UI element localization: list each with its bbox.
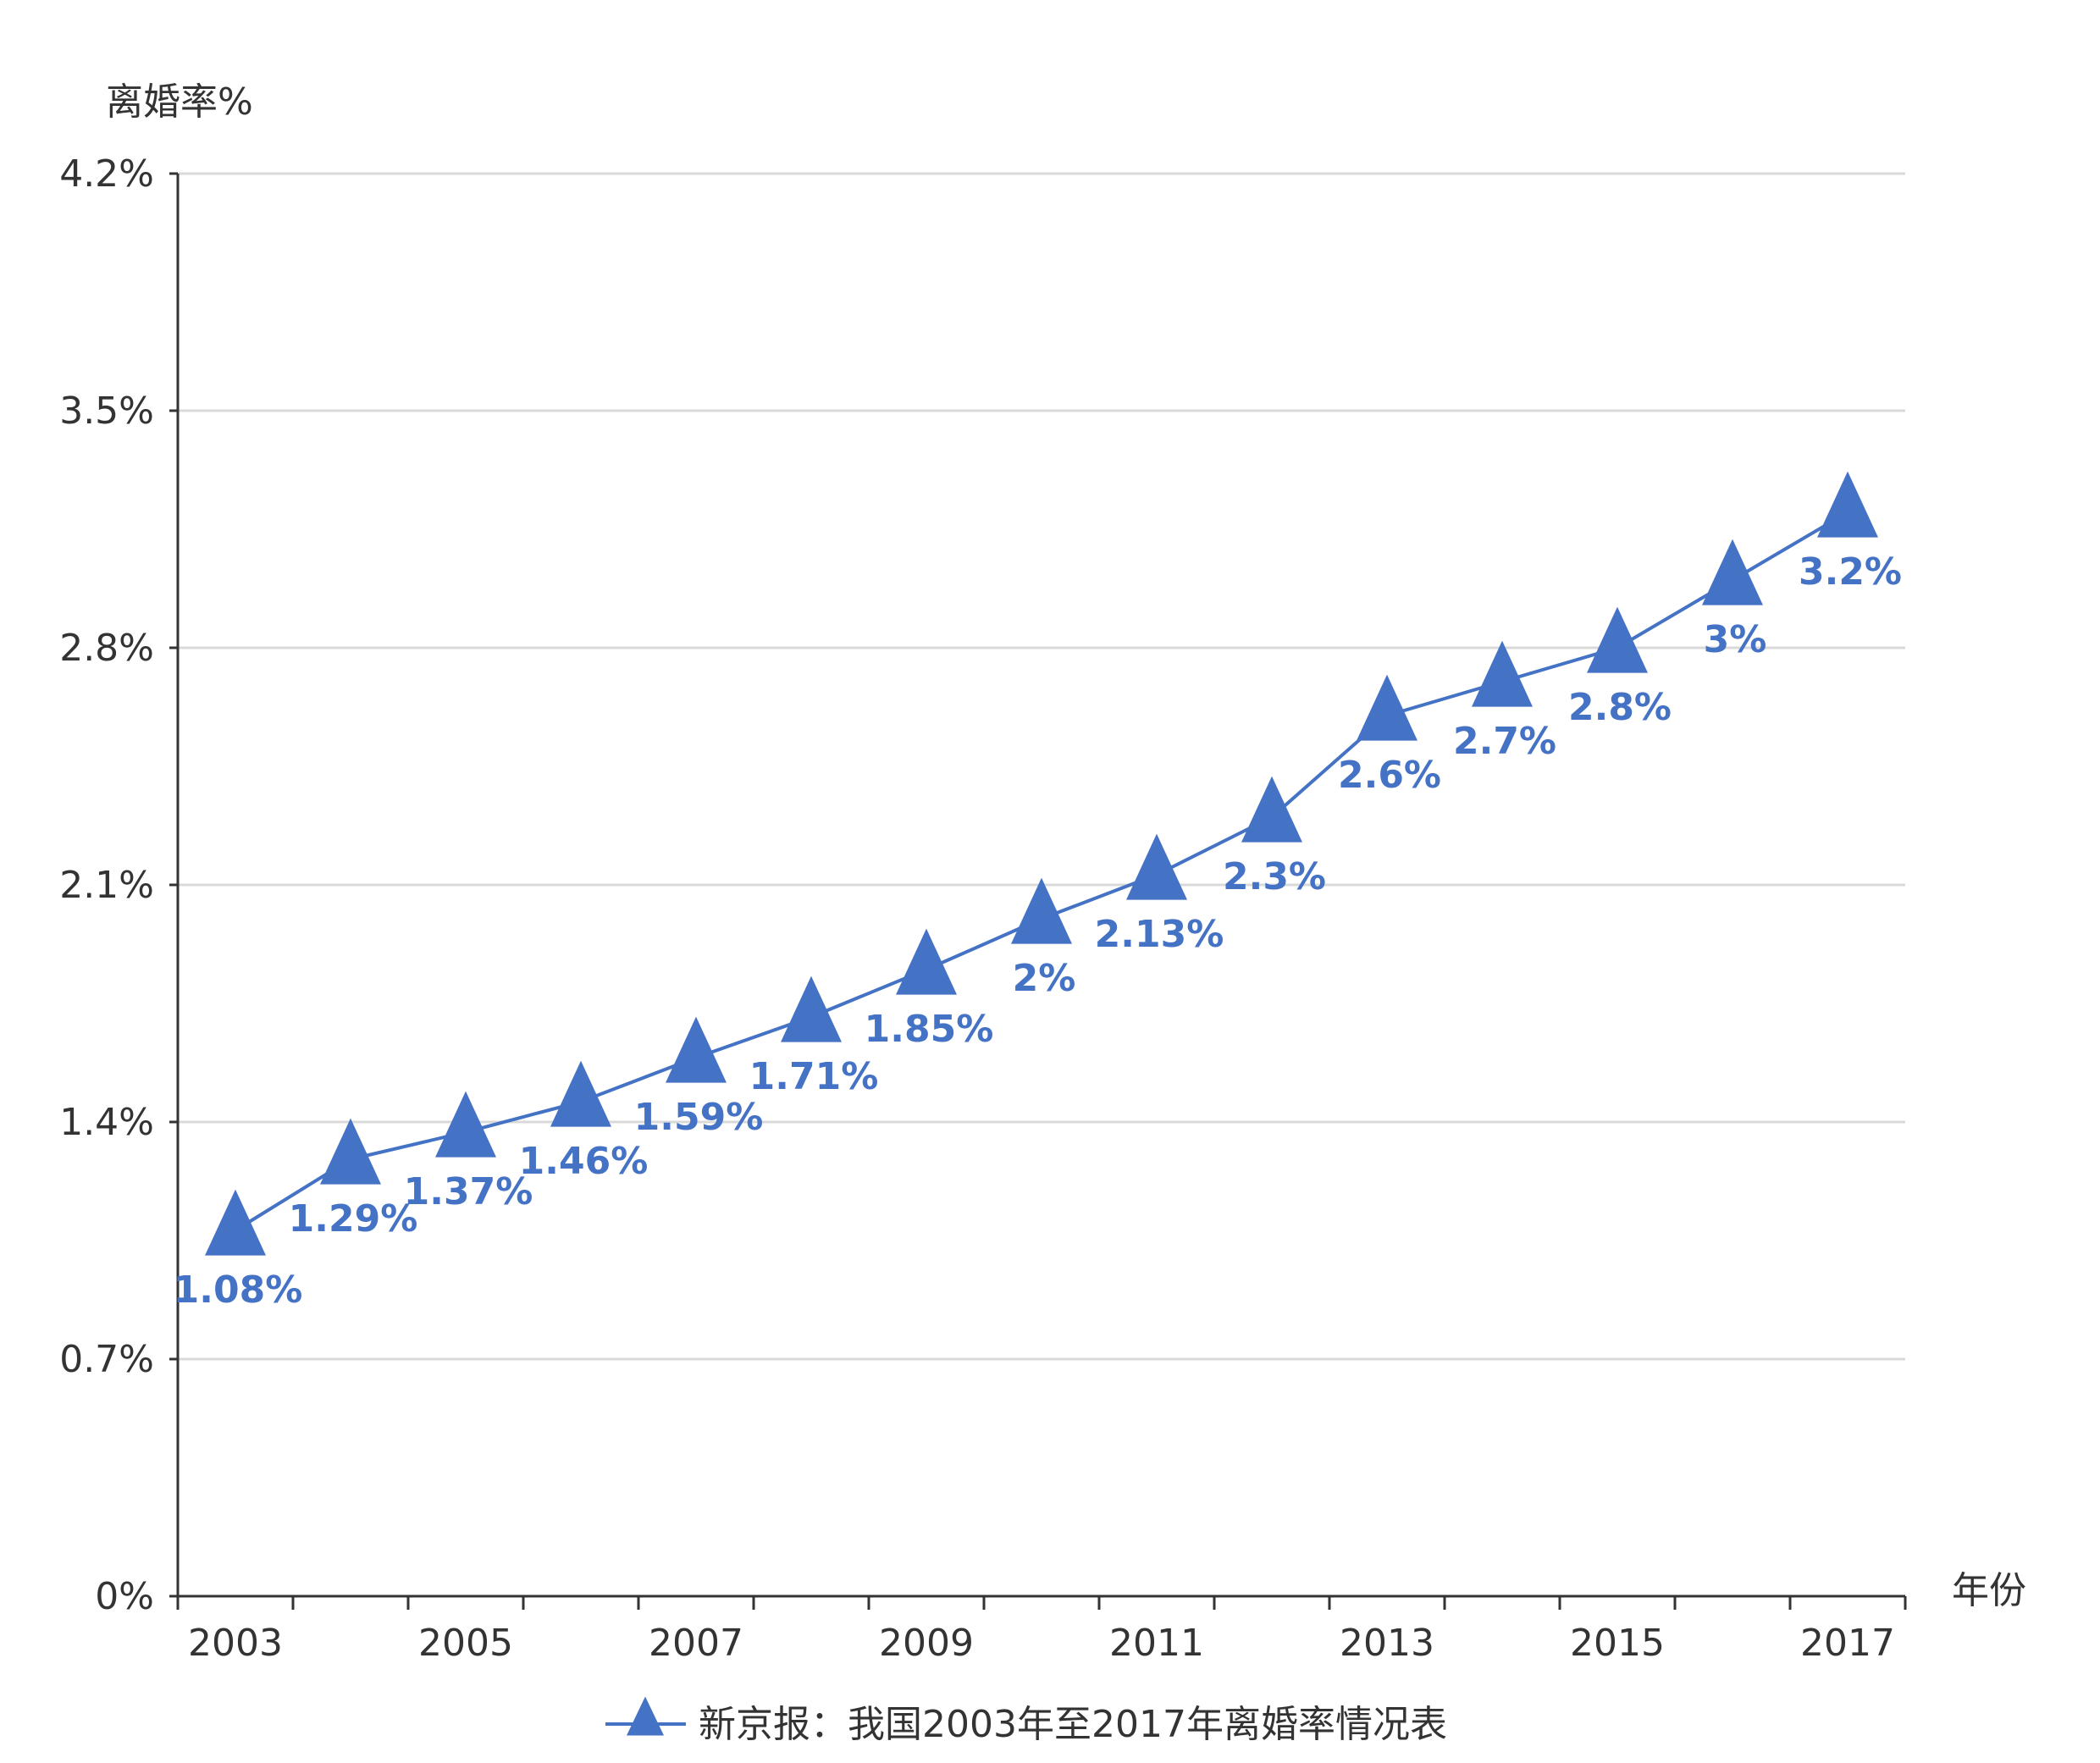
data-point-marker [435,1091,496,1158]
data-label: 3% [1704,618,1767,661]
data-point-marker [320,1118,381,1185]
y-axis-title: 离婚率% [106,80,253,124]
x-axis-title: 年份 [1952,1569,2026,1612]
data-point-marker [550,1060,611,1127]
data-point-marker [1702,539,1763,605]
data-label: 2.8% [1568,686,1672,729]
axes [176,174,1905,1598]
data-label: 2.7% [1453,720,1556,763]
y-tick-label: 2.1% [59,864,154,907]
data-point-marker [1011,877,1072,944]
series-markers [205,471,1878,1256]
data-point-marker [1472,640,1533,707]
data-point-marker [1126,833,1187,900]
data-label: 3.2% [1799,550,1902,594]
y-tick-label: 0.7% [59,1338,154,1381]
y-tick-label: 2.8% [59,627,154,670]
data-label: 2.13% [1095,913,1224,956]
data-label: 1.37% [404,1170,533,1213]
data-point-marker [896,928,957,995]
data-label: 1.59% [634,1096,764,1139]
data-label: 2.6% [1338,754,1441,797]
x-tick-label: 2015 [1570,1622,1665,1665]
data-labels: 1.08% 1.29%1.37%1.46%1.59%1.71%1.85% 2% 2.1… [174,550,1902,1312]
legend-triangle-icon [627,1696,664,1736]
data-label: 1.85% [865,1008,994,1051]
x-ticks: 2003 2005 2007 2009 2011 2013 2015 2017 [176,1596,1907,1665]
x-tick-label: 2013 [1340,1622,1434,1665]
data-label: 1.08% [174,1268,303,1312]
data-point-marker [1357,674,1418,741]
data-label: 1.29% [289,1197,418,1241]
x-tick-label: 2007 [649,1622,743,1665]
data-point-marker [1587,606,1648,673]
y-tick-label: 3.5% [59,390,154,433]
data-label: 2.3% [1223,855,1326,898]
x-tick-label: 2017 [1800,1622,1895,1665]
data-label: 1.71% [749,1055,879,1098]
grid-lines [169,172,1905,1598]
x-tick-label: 2005 [418,1622,513,1665]
y-tick-label: 1.4% [59,1101,154,1144]
legend[interactable]: 新京报：我国2003年至2017年离婚率情况表 [605,1696,1447,1746]
data-point-marker [666,1016,727,1083]
x-tick-label: 2009 [879,1622,974,1665]
x-tick-label: 2011 [1109,1622,1204,1665]
data-point-marker [781,975,842,1042]
data-point-marker [1241,776,1302,843]
data-label: 1.46% [519,1140,649,1183]
x-tick-label: 2003 [188,1622,283,1665]
data-label: 2% [1013,957,1076,1000]
y-tick-label: 0% [95,1575,154,1618]
y-tick-label: 4.2% [59,152,154,196]
legend-label: 新京报：我国2003年至2017年离婚率情况表 [699,1703,1447,1746]
data-point-marker [1817,471,1878,538]
data-point-marker [205,1189,266,1256]
y-tick-labels: 0% 0.7% 1.4% 2.1% 2.8% 3.5% 4.2% [59,152,154,1618]
